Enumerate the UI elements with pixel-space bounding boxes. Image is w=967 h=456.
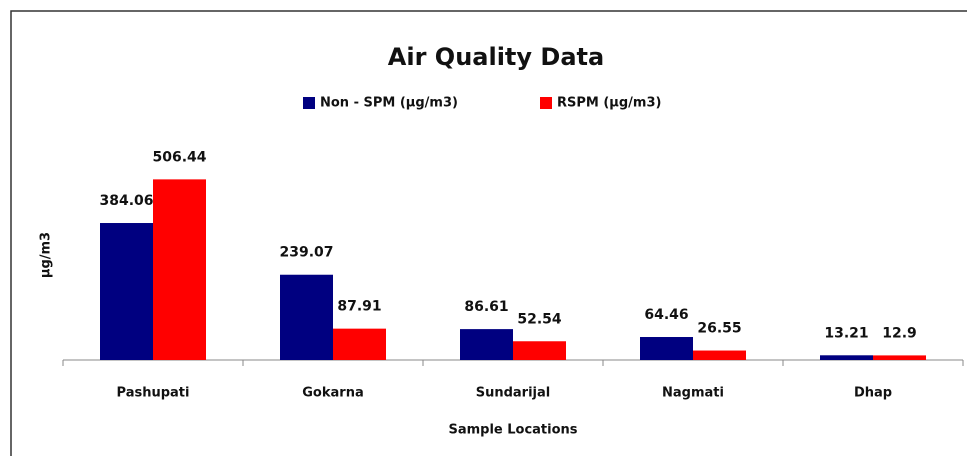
value-label: 13.21 xyxy=(824,325,868,341)
chart-title: Air Quality Data xyxy=(388,43,604,71)
value-label: 239.07 xyxy=(279,245,333,261)
legend-label: RSPM (µg/m3) xyxy=(557,96,661,111)
x-axis-title: Sample Locations xyxy=(448,423,577,438)
value-label: 87.91 xyxy=(337,299,381,315)
legend-label: Non - SPM (µg/m3) xyxy=(320,96,458,111)
value-label: 26.55 xyxy=(697,321,741,337)
value-label: 64.46 xyxy=(644,307,688,323)
bar xyxy=(640,337,693,360)
y-axis-title: µg/m3 xyxy=(39,232,54,278)
value-label: 12.9 xyxy=(882,325,917,341)
value-label: 52.54 xyxy=(517,311,562,327)
bar xyxy=(333,328,386,360)
x-tick-label: Nagmati xyxy=(662,386,724,401)
x-tick-label: Sundarijal xyxy=(476,386,551,401)
bar xyxy=(820,355,873,360)
bar xyxy=(460,329,513,360)
value-label: 384.06 xyxy=(99,193,153,209)
bar xyxy=(873,355,926,360)
value-label: 506.44 xyxy=(152,149,206,165)
value-label: 86.61 xyxy=(464,299,508,315)
legend-swatch xyxy=(303,97,315,109)
bar xyxy=(153,179,206,360)
bar xyxy=(100,223,153,360)
legend-swatch xyxy=(540,97,552,109)
x-tick-label: Gokarna xyxy=(302,386,363,401)
bar xyxy=(513,341,566,360)
x-tick-label: Dhap xyxy=(854,386,892,401)
bar xyxy=(280,274,333,360)
x-tick-label: Pashupati xyxy=(117,386,190,401)
bar xyxy=(693,350,746,360)
